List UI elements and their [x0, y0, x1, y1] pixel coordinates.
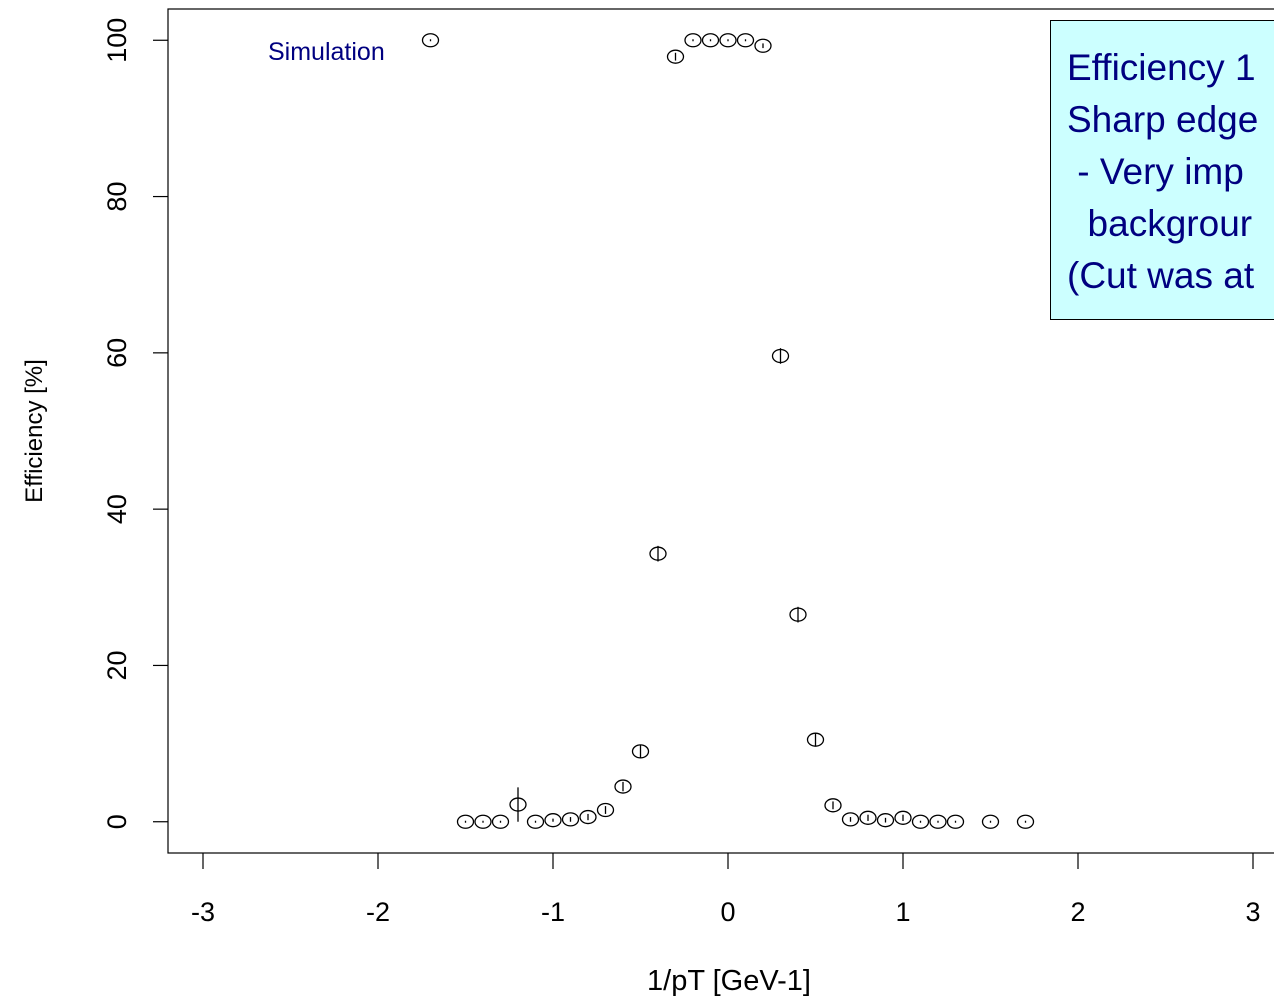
- point-marker: [544, 813, 562, 828]
- data-point: [1016, 814, 1035, 829]
- data-point: [771, 348, 790, 364]
- data-point: [421, 33, 440, 48]
- y-axis: 0 20 40 60 80 100: [102, 18, 168, 829]
- y-axis-label: Efficiency [%]: [21, 359, 48, 503]
- point-marker: [421, 33, 440, 48]
- data-point: [631, 744, 650, 759]
- point-marker: [526, 814, 545, 829]
- simulation-label: Simulation: [268, 38, 385, 66]
- point-marker: [596, 802, 615, 818]
- x-tick-label: 1: [895, 897, 910, 927]
- point-marker: [474, 814, 492, 829]
- data-point: [544, 813, 562, 828]
- note-box: Efficiency 1 Sharp edge - Very imp backg…: [1050, 20, 1274, 320]
- y-tick-label: 20: [102, 650, 132, 680]
- data-point: [841, 812, 860, 827]
- point-marker: [876, 813, 895, 828]
- x-tick-label: 2: [1070, 897, 1085, 927]
- point-marker: [859, 810, 877, 825]
- x-tick-label: -3: [191, 897, 215, 927]
- data-point: [561, 812, 580, 827]
- point-marker: [491, 814, 510, 829]
- data-point: [596, 802, 615, 818]
- data-point: [894, 810, 912, 825]
- point-marker: [684, 33, 702, 48]
- data-point: [789, 606, 807, 623]
- y-tick-label: 80: [102, 182, 132, 212]
- point-marker: [631, 744, 650, 759]
- data-point: [614, 779, 632, 794]
- x-axis: -3 -2 -1 0 1 2 3: [191, 853, 1261, 927]
- data-point: [456, 814, 475, 829]
- point-marker: [579, 809, 597, 825]
- data-point: [684, 33, 702, 48]
- data-point: [649, 545, 667, 562]
- point-marker: [929, 814, 947, 829]
- note-line-1: Efficiency 1: [1067, 47, 1256, 88]
- point-marker: [841, 812, 860, 827]
- data-point: [719, 33, 737, 48]
- point-marker: [946, 814, 965, 829]
- point-marker: [981, 814, 1000, 829]
- data-point: [701, 33, 720, 48]
- data-point: [911, 814, 930, 829]
- point-marker: [666, 49, 685, 64]
- point-marker: [614, 779, 632, 794]
- data-point: [754, 38, 772, 53]
- y-tick-label: 60: [102, 338, 132, 368]
- data-point: [946, 814, 965, 829]
- point-marker: [719, 33, 737, 48]
- point-marker: [911, 814, 930, 829]
- data-point: [806, 732, 825, 747]
- note-line-5: (Cut was at: [1067, 255, 1255, 296]
- point-marker: [701, 33, 720, 48]
- y-tick-label: 0: [102, 814, 132, 829]
- data-point: [491, 814, 510, 829]
- point-marker: [806, 732, 825, 747]
- x-tick-label: -2: [366, 897, 390, 927]
- data-point: [876, 813, 895, 828]
- data-point: [824, 798, 842, 813]
- data-points: [421, 33, 1035, 829]
- x-tick-label: 3: [1245, 897, 1260, 927]
- data-point: [736, 33, 755, 48]
- data-point: [666, 49, 685, 64]
- point-marker: [894, 810, 912, 825]
- x-tick-label: 0: [720, 897, 735, 927]
- data-point: [509, 787, 527, 822]
- point-marker: [824, 798, 842, 813]
- data-point: [929, 814, 947, 829]
- point-marker: [736, 33, 755, 48]
- point-marker: [456, 814, 475, 829]
- data-point: [579, 809, 597, 825]
- y-tick-label: 100: [102, 18, 132, 63]
- x-tick-label: -1: [541, 897, 565, 927]
- data-point: [859, 810, 877, 825]
- point-marker: [1016, 814, 1035, 829]
- note-line-2: Sharp edge: [1067, 99, 1259, 140]
- note-line-3: - Very imp: [1067, 151, 1244, 192]
- data-point: [474, 814, 492, 829]
- data-point: [981, 814, 1000, 829]
- point-marker: [561, 812, 580, 827]
- note-line-4: backgrour: [1067, 203, 1253, 244]
- point-marker: [754, 38, 772, 53]
- y-tick-label: 40: [102, 494, 132, 524]
- data-point: [526, 814, 545, 829]
- x-axis-label: 1/pT [GeV-1]: [647, 965, 811, 997]
